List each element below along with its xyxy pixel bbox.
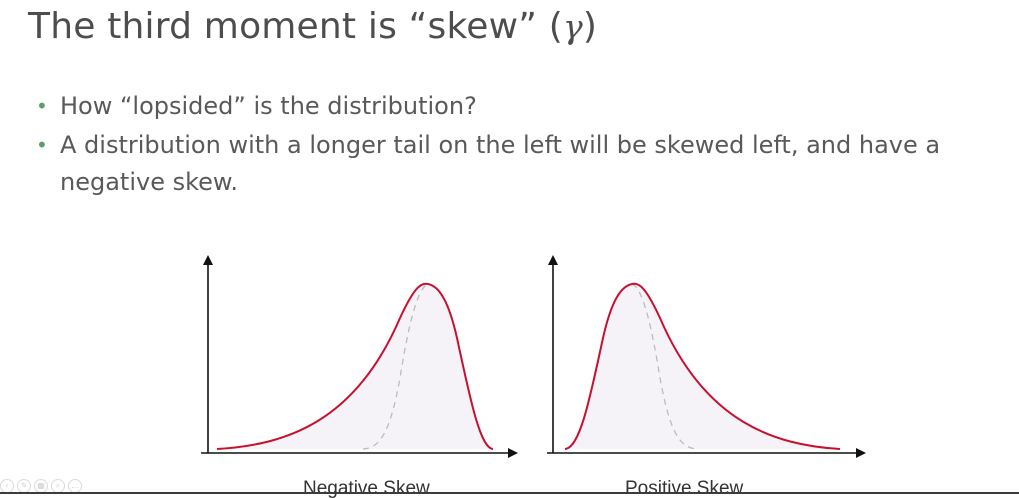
pen-icon[interactable]: ✎ <box>17 479 31 493</box>
positive-skew-curve <box>564 282 841 450</box>
bullet-list: • How “lopsided” is the distribution? • … <box>36 88 1006 203</box>
slide-title: The third moment is “skew” (γ) <box>28 6 597 47</box>
skew-diagram <box>201 255 866 458</box>
negative-skew-fill <box>217 283 493 449</box>
positive-skew-reference-curve <box>631 283 698 450</box>
more-icon[interactable]: … <box>68 479 82 493</box>
positive-skew-caption: Positive Skew <box>625 478 744 498</box>
bullet-dot-icon: • <box>36 94 48 118</box>
title-close: ) <box>582 6 598 47</box>
bullet-text: A distribution with a longer tail on the… <box>60 131 941 196</box>
bottom-divider <box>0 492 1019 494</box>
bullet-text: How “lopsided” is the distribution? <box>60 92 477 120</box>
bullet-dot-icon: • <box>36 133 48 157</box>
negative-skew-reference-curve <box>362 283 429 450</box>
prev-icon[interactable]: ‹ <box>0 479 14 493</box>
negative-skew-plot <box>201 255 518 458</box>
title-main: The third moment is “skew” ( <box>28 6 563 47</box>
gamma-symbol: γ <box>562 7 583 46</box>
slides-icon[interactable]: ▦ <box>34 479 48 493</box>
negative-skew-caption: Negative Skew <box>303 478 430 498</box>
bullet-item: • A distribution with a longer tail on t… <box>36 127 1006 201</box>
positive-skew-fill <box>565 283 840 449</box>
negative-skew-curve <box>216 282 494 450</box>
slide-controls: ‹ ✎ ▦ ⌕ … <box>0 479 82 493</box>
zoom-icon[interactable]: ⌕ <box>51 479 65 493</box>
bullet-item: • How “lopsided” is the distribution? <box>36 88 1006 125</box>
positive-skew-plot <box>547 255 866 458</box>
